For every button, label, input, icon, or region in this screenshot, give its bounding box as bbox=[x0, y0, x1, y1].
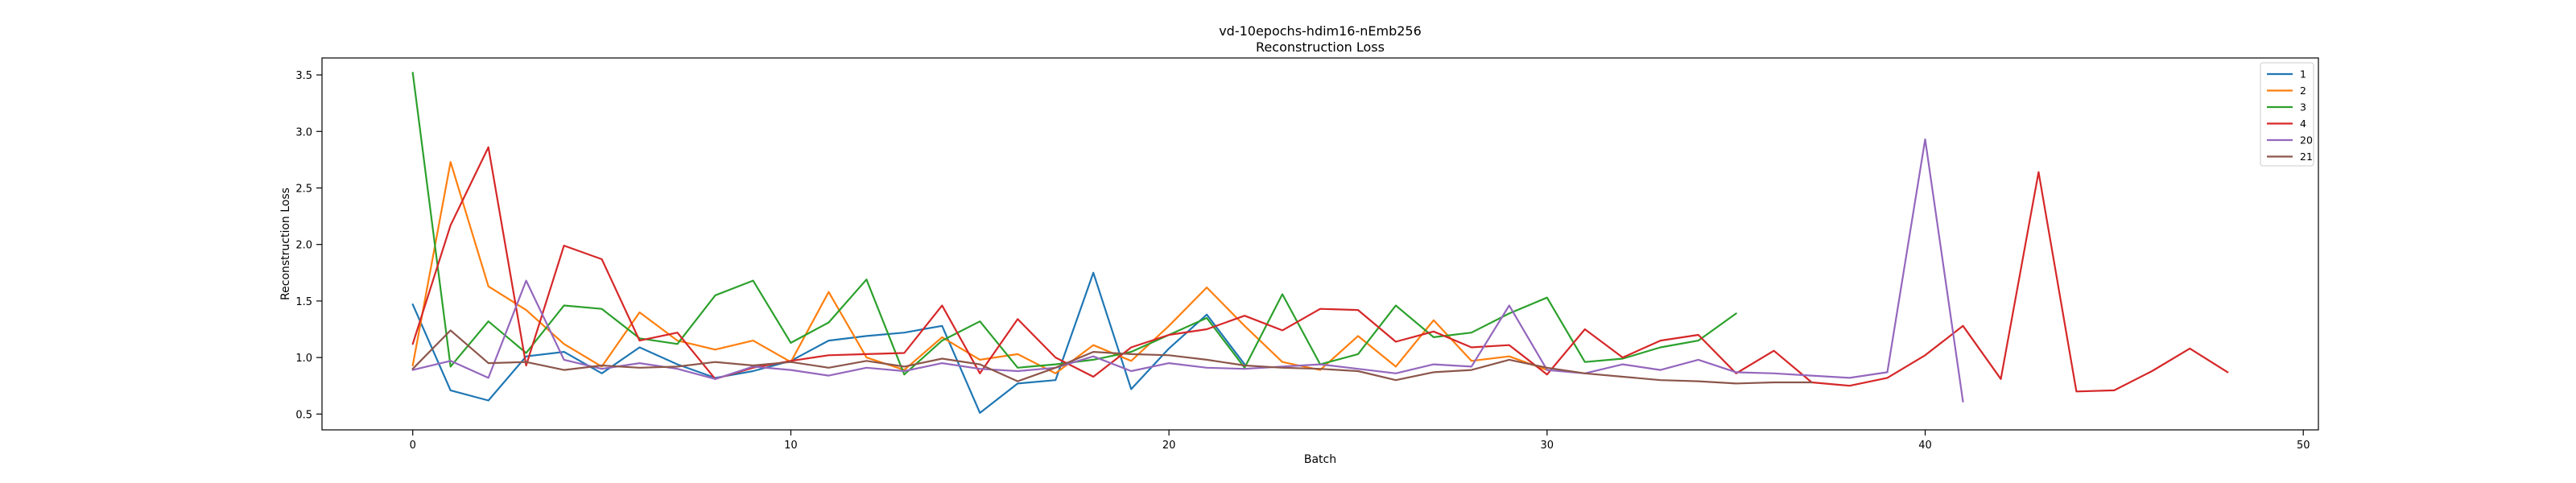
y-axis-label: Reconstruction Loss bbox=[279, 188, 292, 300]
legend-label-1: 1 bbox=[2300, 68, 2306, 80]
x-tick-label: 20 bbox=[1162, 440, 1176, 452]
series-line-21 bbox=[411, 329, 1813, 385]
y-tick-label: 0.5 bbox=[295, 409, 312, 421]
legend-label-3: 3 bbox=[2300, 101, 2306, 114]
y-tick-label: 3.5 bbox=[295, 70, 312, 82]
y-axis-ticks: 0.5 1.0 1.5 2.0 2.5 3.0 3.5 bbox=[295, 70, 322, 421]
series-lines bbox=[411, 72, 2229, 415]
x-tick-label: 30 bbox=[1541, 440, 1554, 452]
chart-subtitle: Reconstruction Loss bbox=[1256, 39, 1385, 55]
x-tick-label: 40 bbox=[1918, 440, 1932, 452]
y-tick-label: 2.0 bbox=[295, 240, 312, 252]
y-tick-label: 2.5 bbox=[295, 183, 312, 195]
legend-label-21: 21 bbox=[2300, 151, 2313, 163]
legend-label-2: 2 bbox=[2300, 85, 2306, 97]
y-tick-label: 3.0 bbox=[295, 126, 312, 138]
x-tick-label: 0 bbox=[410, 440, 416, 452]
x-axis-label: Batch bbox=[1304, 453, 1336, 466]
x-tick-label: 10 bbox=[784, 440, 798, 452]
series-line-1 bbox=[411, 271, 1246, 415]
series-line-2 bbox=[411, 161, 1548, 374]
x-tick-label: 50 bbox=[2297, 440, 2310, 452]
legend-label-20: 20 bbox=[2300, 134, 2313, 147]
y-tick-label: 1.5 bbox=[295, 296, 312, 308]
legend: 1 2 3 4 20 21 bbox=[2260, 62, 2314, 167]
chart-title: vd-10epochs-hdim16-nEmb256 bbox=[1219, 23, 1422, 39]
series-line-20 bbox=[411, 138, 1964, 402]
plot-area bbox=[321, 57, 2319, 431]
y-tick-label: 1.0 bbox=[295, 353, 312, 365]
x-axis-ticks: 0 10 20 30 40 50 bbox=[410, 430, 2310, 452]
legend-label-4: 4 bbox=[2300, 118, 2306, 130]
